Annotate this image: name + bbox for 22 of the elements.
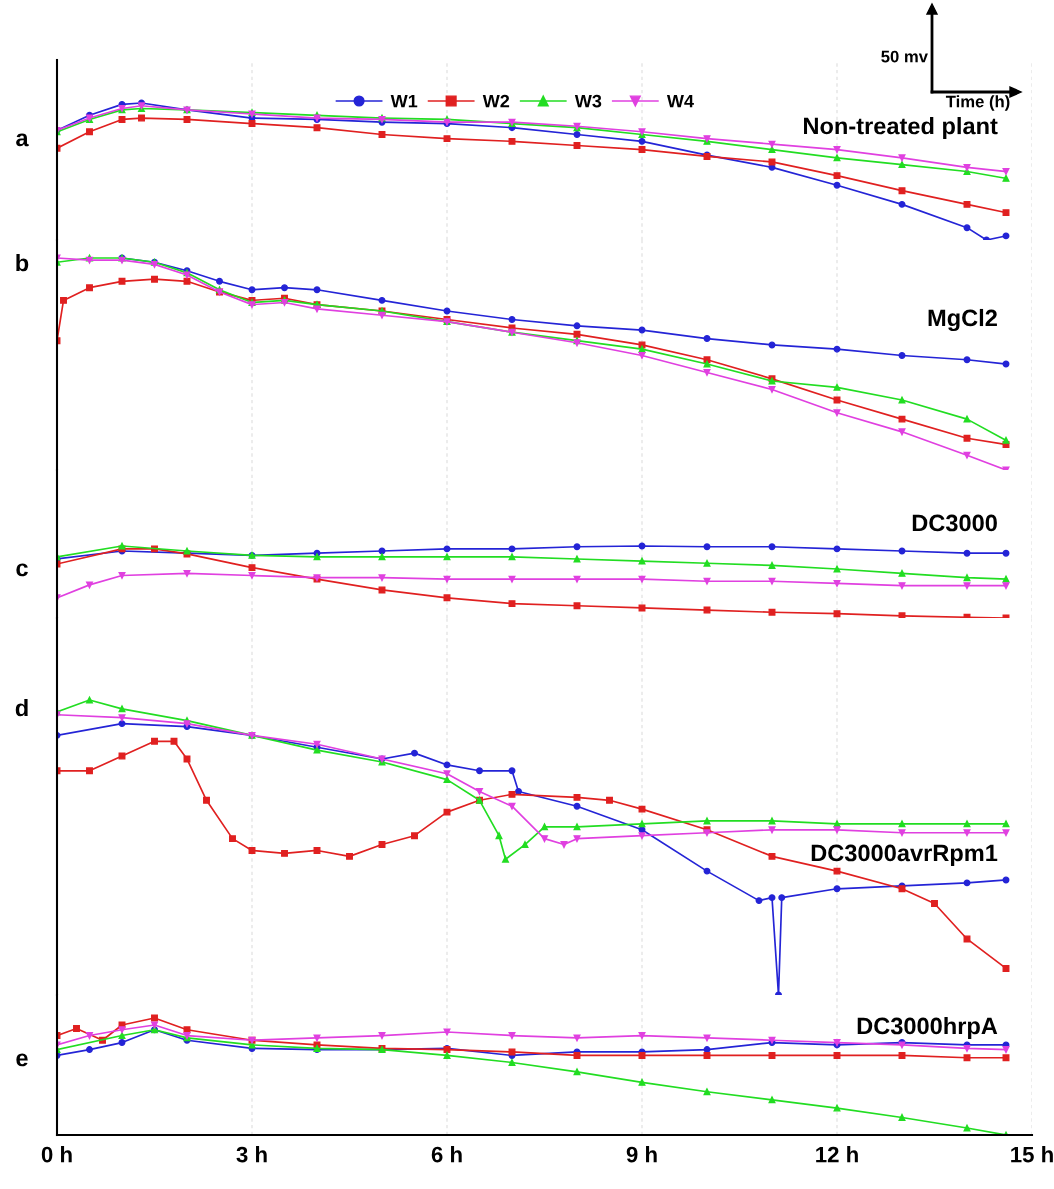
x-tick-label: 3 h bbox=[236, 1146, 267, 1163]
legend-label: W2 bbox=[482, 94, 510, 108]
text: e bbox=[16, 1053, 28, 1067]
legend-label: W3 bbox=[574, 94, 602, 108]
text: a bbox=[16, 133, 29, 147]
text: MgCl2 bbox=[928, 308, 997, 332]
legend-label: W1 bbox=[390, 94, 418, 108]
text: b bbox=[16, 253, 29, 272]
x-tick-label: 0 h bbox=[41, 1146, 72, 1163]
legend-label: W4 bbox=[666, 94, 694, 108]
text: DC3000avrRpm1 bbox=[811, 844, 998, 867]
x-tick-label: 6 h bbox=[431, 1146, 462, 1163]
chart-title: DC3000hrpA bbox=[857, 1016, 998, 1040]
x-tick-label: 9 h bbox=[626, 1146, 657, 1163]
x-tick-label: 12 h bbox=[816, 1146, 858, 1163]
text: d bbox=[15, 698, 28, 717]
text: 50 mv bbox=[881, 50, 928, 63]
text: c bbox=[16, 563, 28, 577]
chart-title: DC3000 bbox=[912, 514, 997, 532]
text: Non-treated plant bbox=[804, 117, 998, 139]
x-tick-label: 15 h bbox=[1011, 1146, 1053, 1163]
annotation: Time (h) bbox=[945, 95, 1010, 111]
